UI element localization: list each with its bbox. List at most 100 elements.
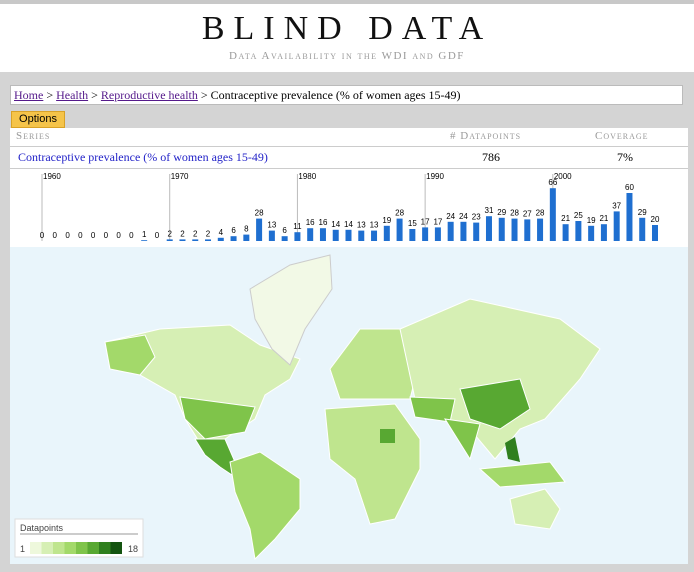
- crumb-link[interactable]: Health: [56, 88, 89, 102]
- value-label: 6: [282, 226, 287, 235]
- value-label: 28: [510, 209, 519, 218]
- bar: [626, 193, 633, 241]
- crumb-link[interactable]: Home: [14, 88, 44, 102]
- legend-swatch: [53, 542, 65, 554]
- value-label: 28: [536, 209, 545, 218]
- value-label: 14: [344, 220, 353, 229]
- bar: [268, 230, 275, 241]
- value-label: 4: [219, 228, 224, 237]
- legend-min: 1: [20, 544, 25, 554]
- bar: [422, 227, 429, 241]
- india: [444, 418, 481, 461]
- value-label: 13: [357, 221, 366, 230]
- crumb-current: Contraceptive prevalence (% of women age…: [210, 88, 461, 102]
- bar: [281, 236, 288, 241]
- panel: Series # Datapoints Coverage Contracepti…: [10, 128, 688, 564]
- value-label: 11: [293, 222, 302, 231]
- x-tick-label: 1970: [171, 172, 189, 181]
- value-label: 31: [485, 206, 494, 215]
- bar: [192, 239, 199, 241]
- site-title: BLIND DATA: [201, 10, 493, 47]
- crumb-link[interactable]: Reproductive health: [100, 88, 198, 102]
- bar: [511, 218, 518, 241]
- value-label: 60: [625, 183, 634, 192]
- value-label: 0: [104, 231, 109, 240]
- bar: [345, 229, 352, 241]
- bar: [639, 217, 646, 241]
- value-label: 14: [331, 220, 340, 229]
- datapoints: 786: [482, 150, 500, 164]
- value-label: 0: [116, 231, 121, 240]
- bar: [652, 225, 658, 241]
- bar: [549, 188, 556, 241]
- value-label: 23: [472, 213, 481, 222]
- africa: [324, 403, 421, 525]
- options-button[interactable]: Options: [11, 111, 65, 128]
- legend-swatch: [64, 542, 76, 554]
- bar: [205, 239, 212, 241]
- value-label: 0: [155, 231, 160, 240]
- col-header: Series: [16, 130, 51, 142]
- bar: [460, 221, 467, 241]
- egypt: [380, 429, 395, 443]
- value-label: 13: [267, 221, 276, 230]
- value-label: 0: [65, 231, 70, 240]
- value-label: 2: [180, 229, 185, 238]
- bar: [294, 232, 301, 241]
- breadcrumb: Home > Health > Reproductive health > Co…: [10, 85, 683, 105]
- value-label: 13: [370, 221, 379, 230]
- usa: [179, 396, 256, 440]
- alaska: [104, 334, 156, 376]
- crumb-sep: >: [46, 88, 54, 102]
- coverage: 7%: [617, 150, 633, 164]
- bar: [498, 217, 505, 241]
- value-label: 24: [446, 212, 455, 221]
- value-label: 0: [40, 231, 45, 240]
- value-label: 27: [523, 209, 532, 218]
- legend-title: Datapoints: [20, 523, 64, 533]
- value-label: 2: [193, 229, 198, 238]
- value-label: 29: [497, 208, 506, 217]
- philippines: [505, 437, 520, 462]
- bar: [524, 219, 531, 241]
- value-label: 0: [129, 231, 134, 240]
- bar: [256, 218, 263, 241]
- bar: [434, 227, 441, 241]
- value-label: 29: [638, 208, 647, 217]
- col-header: Coverage: [595, 130, 649, 142]
- value-label: 16: [306, 218, 315, 227]
- bar: [600, 224, 607, 241]
- bar: [243, 234, 250, 241]
- bar: [562, 224, 569, 241]
- bar: [141, 240, 148, 241]
- value-label: 19: [382, 216, 391, 225]
- value-label: 2: [206, 229, 211, 238]
- series-link[interactable]: Contraceptive prevalence (% of women age…: [18, 150, 268, 164]
- banner: BLIND DATA Data Availability in the WDI …: [0, 0, 694, 72]
- bar: [588, 225, 595, 241]
- bar: [473, 222, 480, 241]
- bar: [575, 221, 582, 241]
- bar: [447, 221, 454, 241]
- bar: [166, 239, 173, 241]
- value-label: 17: [421, 217, 430, 226]
- bar: [358, 230, 365, 241]
- col-header: # Datapoints: [450, 130, 522, 142]
- legend-swatch: [30, 542, 42, 554]
- bar: [383, 225, 390, 241]
- legend-swatch: [41, 542, 53, 554]
- x-tick-label: 2000: [554, 172, 572, 181]
- indonesia: [478, 461, 566, 488]
- legend-swatch: [87, 542, 99, 554]
- value-label: 0: [78, 231, 83, 240]
- bar: [485, 216, 492, 241]
- south-america: [229, 451, 301, 561]
- x-tick-label: 1980: [298, 172, 316, 181]
- bar: [396, 218, 403, 241]
- value-label: 20: [651, 215, 660, 224]
- rule: [10, 146, 688, 147]
- x-tick-label: 1960: [43, 172, 61, 181]
- value-label: 21: [599, 214, 608, 223]
